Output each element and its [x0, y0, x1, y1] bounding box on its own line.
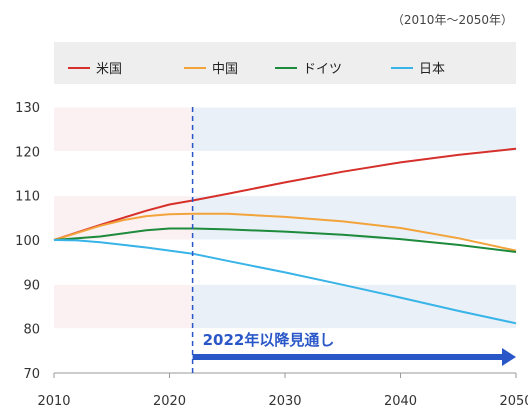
legend-label-1: 中国 — [212, 62, 238, 77]
band-5 — [192, 107, 516, 152]
y-tick-120: 120 — [15, 145, 40, 160]
y-tick-80: 80 — [23, 323, 40, 338]
x-axis-labels: 2010 2020 2030 2040 2050 — [37, 394, 528, 409]
grid-lines — [53, 106, 517, 378]
legend: 米国 中国 ドイツ 日本 — [68, 62, 445, 77]
band-4 — [192, 195, 516, 240]
forecast-arrow-head — [502, 348, 516, 366]
legend-label-3: 日本 — [419, 62, 445, 77]
x-tick-2010: 2010 — [37, 394, 70, 409]
y-tick-130: 130 — [15, 101, 40, 116]
y-tick-90: 90 — [23, 278, 40, 293]
band-0 — [54, 284, 193, 329]
legend-label-0: 米国 — [96, 62, 122, 77]
legend-box — [54, 42, 516, 84]
forecast-label: 2022年以降見通し — [203, 331, 335, 349]
y-tick-100: 100 — [15, 234, 40, 249]
x-tick-2030: 2030 — [268, 394, 301, 409]
y-axis-labels: 70 80 90 100 110 120 130 — [15, 101, 40, 382]
period-note: （2010年〜2050年） — [392, 13, 513, 27]
x-tick-2040: 2040 — [384, 394, 417, 409]
y-tick-70: 70 — [23, 367, 40, 382]
background-bands — [54, 107, 516, 329]
series-line-1 — [53, 212, 517, 252]
x-tick-2050: 2050 — [499, 394, 528, 409]
y-tick-110: 110 — [15, 190, 40, 205]
band-2 — [54, 107, 193, 152]
x-tick-2020: 2020 — [153, 394, 186, 409]
legend-label-2: ドイツ — [303, 62, 342, 77]
series-line-2 — [53, 227, 517, 253]
band-3 — [192, 284, 516, 329]
